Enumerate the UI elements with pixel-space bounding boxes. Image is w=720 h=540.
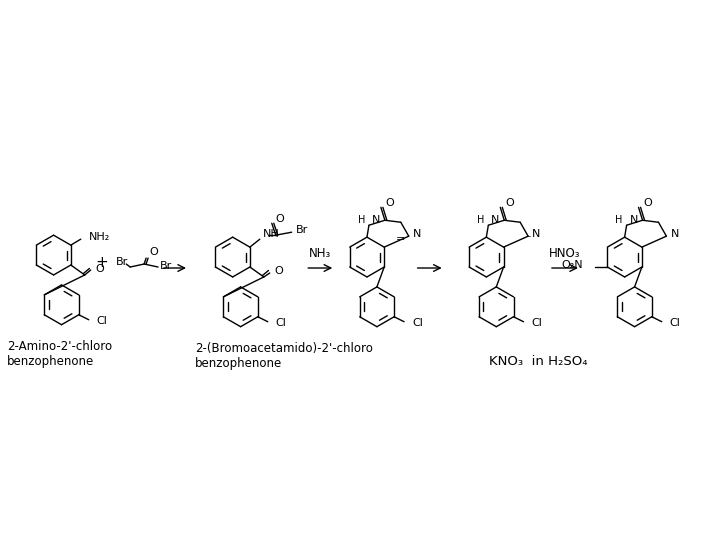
Text: N: N xyxy=(413,229,421,239)
Text: Br: Br xyxy=(160,261,172,271)
Text: NH₂: NH₂ xyxy=(89,232,110,242)
Text: O: O xyxy=(505,198,514,208)
Text: N: N xyxy=(532,229,541,239)
Text: Cl: Cl xyxy=(531,318,542,328)
Text: N: N xyxy=(372,215,380,225)
Text: =: = xyxy=(396,234,405,244)
Text: N: N xyxy=(491,215,500,225)
Text: Cl: Cl xyxy=(670,318,680,328)
Text: H: H xyxy=(358,215,365,225)
Text: O₂N: O₂N xyxy=(561,260,582,270)
Text: Cl: Cl xyxy=(276,318,287,328)
Text: +: + xyxy=(95,254,108,269)
Text: H: H xyxy=(616,215,623,225)
Text: Br: Br xyxy=(296,225,308,235)
Text: O: O xyxy=(96,264,104,274)
Text: H: H xyxy=(477,215,485,225)
Text: NH₃: NH₃ xyxy=(309,247,331,260)
Text: N: N xyxy=(629,215,638,225)
Text: Cl: Cl xyxy=(96,316,107,326)
Text: 2-Amino-2'-chloro
benzophenone: 2-Amino-2'-chloro benzophenone xyxy=(6,340,112,368)
Text: O: O xyxy=(275,266,284,276)
Text: O: O xyxy=(149,247,158,257)
Text: Cl: Cl xyxy=(412,318,423,328)
Text: O: O xyxy=(386,198,395,208)
Text: O: O xyxy=(644,198,652,208)
Text: O: O xyxy=(276,214,284,224)
Text: NH: NH xyxy=(263,229,279,239)
Text: 2-(Bromoacetamido)-2'-chloro
benzophenone: 2-(Bromoacetamido)-2'-chloro benzophenon… xyxy=(195,342,373,369)
Text: KNO₃  in H₂SO₄: KNO₃ in H₂SO₄ xyxy=(490,355,588,368)
Text: Br: Br xyxy=(116,257,128,267)
Text: HNO₃: HNO₃ xyxy=(549,247,581,260)
Text: N: N xyxy=(670,229,679,239)
